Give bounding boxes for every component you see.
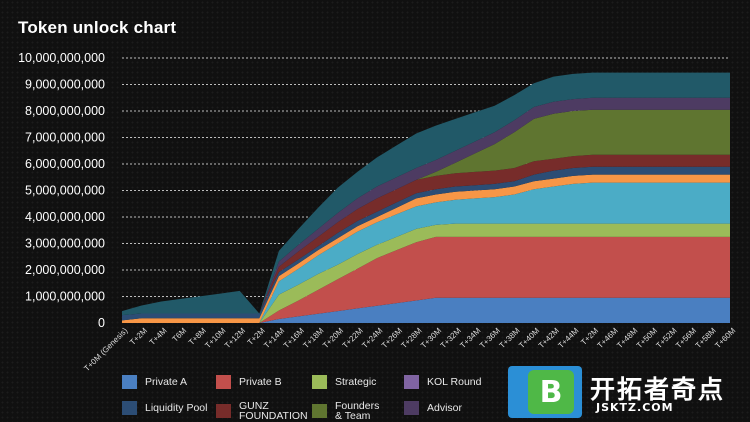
x-tick-label: T+2M: [128, 326, 149, 347]
x-tick-label: T+12M: [223, 326, 247, 350]
area-private-b: [122, 236, 730, 323]
x-tick-label: T+56M: [674, 326, 698, 350]
x-tick-label: T+60M: [713, 326, 737, 350]
legend-label: Private A: [145, 376, 188, 388]
legend-swatch: [312, 404, 327, 418]
chart-title: Token unlock chart: [18, 18, 177, 37]
y-tick-label: 0: [98, 316, 105, 330]
y-tick-label: 10,000,000,000: [18, 51, 105, 65]
x-tick-label: T+28M: [399, 326, 423, 350]
legend-swatch: [312, 375, 327, 389]
legend-item: Private B: [216, 375, 282, 389]
x-tick-label: T+40M: [517, 326, 541, 350]
legend-label: GUNZ FOUNDATION: [239, 400, 308, 422]
legend-swatch: [404, 401, 419, 415]
y-tick-label: 3,000,000,000: [25, 237, 105, 251]
legend-item: GUNZ FOUNDATION: [216, 401, 308, 421]
legend-label: Liquidity Pool: [145, 402, 208, 414]
legend-swatch: [122, 401, 137, 415]
legend-label: Strategic: [335, 376, 377, 388]
x-tick-label: T+36M: [478, 326, 502, 350]
y-tick-label: 2,000,000,000: [25, 263, 105, 277]
watermark-chinese-text: 开拓者奇点: [590, 375, 726, 404]
legend-item: KOL Round: [404, 375, 481, 389]
x-tick-label: T+30M: [419, 326, 443, 350]
x-tick-label: T+48M: [615, 326, 639, 350]
x-tick-label: T+26M: [380, 326, 404, 350]
legend-swatch: [216, 404, 231, 418]
y-tick-label: 4,000,000,000: [25, 210, 105, 224]
legend-swatch: [216, 375, 231, 389]
legend-item: Private A: [122, 375, 187, 389]
x-tick-label: T+22M: [341, 326, 365, 350]
x-tick-label: T+24M: [360, 326, 384, 350]
x-tick-label: T+42M: [537, 326, 561, 350]
legend-item: Strategic: [312, 375, 376, 389]
area-founders-team: [122, 109, 730, 316]
area-marketing: [122, 174, 730, 323]
x-tick-label: T+20M: [321, 326, 345, 350]
legend-item: Liquidity Pool: [122, 401, 207, 415]
x-tick-label: T+18M: [301, 326, 325, 350]
legend-item: Advisor: [404, 401, 462, 415]
watermark-url: JSKTZ.COM: [596, 401, 674, 414]
x-tick-label: T+34M: [458, 326, 482, 350]
chart-legend: Private A Private B Strategic KOL Round Liqu…: [122, 374, 522, 421]
legend-label: Private B: [239, 376, 282, 388]
x-tick-label: T+0M (Genesis): [82, 326, 129, 373]
y-tick-label: 7,000,000,000: [25, 131, 105, 145]
legend-label: Founders & Team: [335, 400, 380, 422]
area-strategic: [122, 223, 730, 323]
x-tick-label: T+38M: [498, 326, 522, 350]
x-tick-label: T+50M: [635, 326, 659, 350]
legend-label: Advisor: [427, 402, 463, 414]
y-tick-label: 8,000,000,000: [25, 104, 105, 118]
watermark-logo: B 开拓者奇点 JSKTZ.COM: [500, 358, 750, 422]
x-tick-label: T+10M: [203, 326, 227, 350]
legend-label: KOL Round: [427, 376, 482, 388]
legend-item: Founders & Team: [312, 401, 379, 421]
y-tick-label: 5,000,000,000: [25, 184, 105, 198]
y-tick-label: 9,000,000,000: [25, 78, 105, 92]
legend-swatch: [122, 375, 137, 389]
area-private-a: [122, 297, 730, 323]
legend-swatch: [404, 375, 419, 389]
x-tick-label: T+32M: [439, 326, 463, 350]
x-tick-label: T+52M: [654, 326, 678, 350]
area-ecosystem: [122, 182, 730, 323]
x-tick-label: T+44M: [556, 326, 580, 350]
watermark-letter: B: [539, 374, 563, 410]
y-tick-label: 1,000,000,000: [25, 290, 105, 304]
x-tick-label: T+4M: [148, 326, 169, 347]
area-airdrop: [122, 72, 730, 316]
x-tick-label: T+46M: [596, 326, 620, 350]
area-gunz-foundation: [122, 154, 730, 316]
x-tick-label: T+14M: [262, 326, 286, 350]
x-tick-label: T+16M: [282, 326, 306, 350]
x-tick-label: T+58M: [694, 326, 718, 350]
watermark-badge: B: [508, 366, 582, 418]
x-tick-label: T6M: [171, 326, 189, 344]
y-tick-label: 6,000,000,000: [25, 157, 105, 171]
